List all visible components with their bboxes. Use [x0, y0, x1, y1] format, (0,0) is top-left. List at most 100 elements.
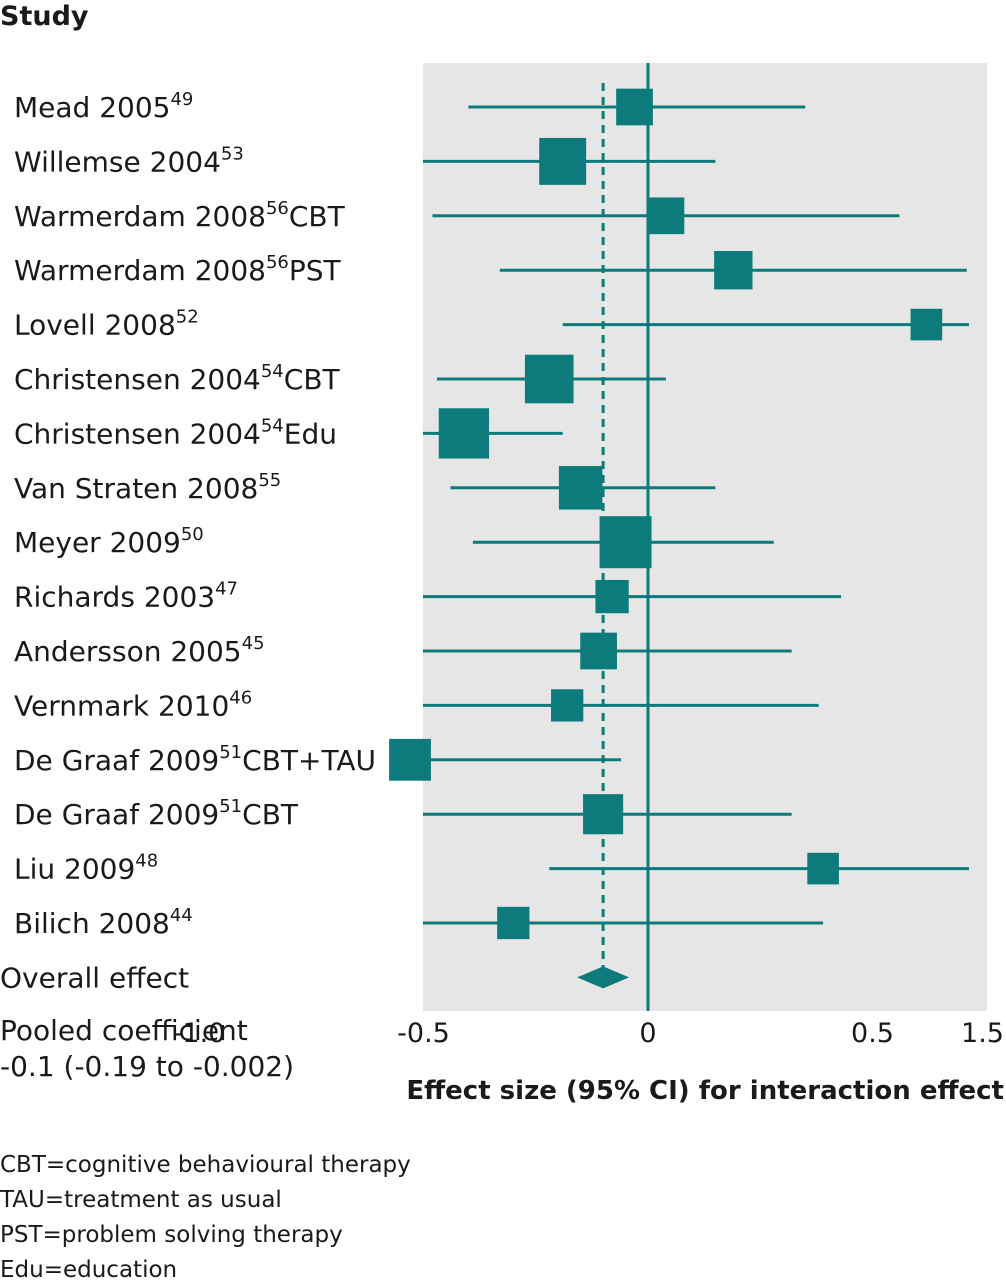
- study-name: Andersson 2005: [14, 635, 242, 668]
- study-row: Lovell 200852: [14, 307, 969, 342]
- legend-tau: TAU=treatment as usual: [0, 1187, 282, 1213]
- study-row: Mead 200549: [14, 88, 806, 126]
- x-tick-label: -0.5: [397, 1018, 450, 1049]
- study-label: Christensen 200454CBT: [14, 361, 341, 396]
- x-tick-label: 1.5: [961, 1018, 1004, 1049]
- study-label: Warmerdam 200856CBT: [14, 198, 346, 233]
- study-name: Warmerdam 2008: [14, 200, 266, 233]
- study-name: Van Straten 2008: [14, 472, 258, 505]
- effect-marker: [580, 632, 617, 670]
- study-label: Warmerdam 200856PST: [14, 252, 342, 287]
- study-label: Christensen 200454Edu: [14, 415, 337, 450]
- effect-marker: [497, 906, 530, 940]
- study-rows: Mead 200549 Willemse 200453 Warmerdam 2008…: [0, 88, 969, 994]
- effect-marker: [558, 466, 603, 510]
- effect-marker: [551, 689, 584, 722]
- study-row: Warmerdam 200856PST: [14, 251, 967, 290]
- study-name: Lovell 2008: [14, 309, 176, 342]
- study-reference: 48: [135, 851, 158, 872]
- study-arm: Edu: [284, 417, 337, 450]
- study-label: Meyer 200950: [14, 524, 204, 559]
- effect-marker: [595, 579, 629, 614]
- effect-marker: [539, 137, 587, 185]
- effect-marker: [438, 408, 490, 459]
- study-reference: 56: [266, 252, 289, 273]
- study-name: Christensen 2004: [14, 363, 261, 396]
- pooled-coefficient-label: Pooled coefficient: [0, 1014, 248, 1047]
- overall-row: Overall effect: [0, 961, 630, 994]
- study-name: Bilich 2008: [14, 907, 170, 940]
- study-name: Willemse 2004: [14, 145, 221, 178]
- study-reference: 49: [170, 89, 193, 110]
- study-name: Mead 2005: [14, 91, 170, 124]
- study-row: Christensen 200454Edu: [14, 408, 563, 459]
- legend-edu: Edu=education: [0, 1257, 178, 1283]
- pooled-coefficient-value: -0.1 (-0.19 to -0.002): [0, 1050, 294, 1083]
- study-arm: CBT+TAU: [242, 744, 376, 777]
- study-row: Richards 200347: [14, 579, 842, 614]
- study-reference: 52: [176, 307, 199, 328]
- study-reference: 55: [258, 470, 281, 491]
- x-tick-label: -1.0: [173, 1018, 226, 1049]
- effect-marker: [714, 251, 753, 290]
- study-column-header: Study: [0, 1, 89, 32]
- overall-effect-diamond: [577, 966, 630, 989]
- study-row: Warmerdam 200856CBT: [14, 197, 900, 235]
- study-reference: 44: [170, 905, 193, 926]
- study-row: Van Straten 200855: [14, 466, 716, 510]
- study-name: De Graaf 2009: [14, 744, 219, 777]
- study-label: Liu 200948: [14, 851, 158, 886]
- study-row: Vernmark 201046: [14, 687, 819, 722]
- study-reference: 51: [219, 796, 242, 817]
- x-tick-label: 0.5: [851, 1018, 894, 1049]
- x-axis-label: Effect size (95% CI) for interaction eff…: [406, 1076, 1004, 1106]
- abbreviation-legend: CBT=cognitive behavioural therapy TAU=tr…: [0, 1148, 411, 1288]
- study-arm: PST: [289, 254, 342, 287]
- overall-effect-label: Overall effect: [0, 961, 189, 994]
- study-reference: 56: [266, 198, 289, 219]
- effect-marker: [583, 794, 624, 835]
- study-row: Willemse 200453: [14, 137, 716, 185]
- study-row: Liu 200948: [14, 851, 969, 886]
- study-reference: 53: [221, 143, 244, 164]
- effect-marker: [807, 852, 839, 885]
- effect-marker: [647, 197, 685, 235]
- x-tick-label: 0: [639, 1018, 656, 1049]
- effect-marker: [616, 88, 653, 126]
- study-label: Richards 200347: [14, 579, 238, 614]
- study-name: Christensen 2004: [14, 417, 261, 450]
- study-row: Christensen 200454CBT: [14, 354, 666, 404]
- study-reference: 54: [261, 361, 284, 382]
- study-reference: 47: [215, 579, 238, 600]
- effect-marker: [389, 738, 431, 781]
- study-label: Andersson 200545: [14, 633, 265, 668]
- study-name: De Graaf 2009: [14, 798, 219, 831]
- study-label: De Graaf 200951CBT+TAU: [14, 742, 376, 777]
- study-label: Vernmark 201046: [14, 687, 252, 722]
- study-label: Lovell 200852: [14, 307, 199, 342]
- effect-marker: [599, 516, 652, 569]
- study-row: Meyer 200950: [14, 516, 774, 569]
- effect-marker: [524, 354, 574, 404]
- x-axis: -1.0-0.500.51.01.5: [173, 1018, 1004, 1049]
- study-name: Warmerdam 2008: [14, 254, 266, 287]
- effect-marker: [910, 308, 943, 341]
- study-label: De Graaf 200951CBT: [14, 796, 299, 831]
- study-row: De Graaf 200951CBT+TAU: [14, 738, 622, 781]
- study-row: De Graaf 200951CBT: [14, 794, 792, 835]
- study-label: Willemse 200453: [14, 143, 244, 178]
- legend-cbt: CBT=cognitive behavioural therapy: [0, 1152, 411, 1178]
- study-name: Richards 2003: [14, 581, 215, 614]
- study-row: Bilich 200844: [14, 905, 824, 940]
- study-reference: 45: [242, 633, 265, 654]
- study-label: Mead 200549: [14, 89, 193, 124]
- study-reference: 50: [181, 524, 204, 545]
- study-name: Vernmark 2010: [14, 689, 229, 722]
- study-arm: CBT: [284, 363, 341, 396]
- study-row: Andersson 200545: [14, 632, 792, 670]
- study-reference: 54: [261, 415, 284, 436]
- forest-plot: Study -1.0-0.500.51.01.5 Pooled coeffici…: [0, 1, 1004, 1106]
- study-name: Liu 2009: [14, 853, 135, 886]
- study-label: Van Straten 200855: [14, 470, 281, 505]
- study-arm: CBT: [289, 200, 346, 233]
